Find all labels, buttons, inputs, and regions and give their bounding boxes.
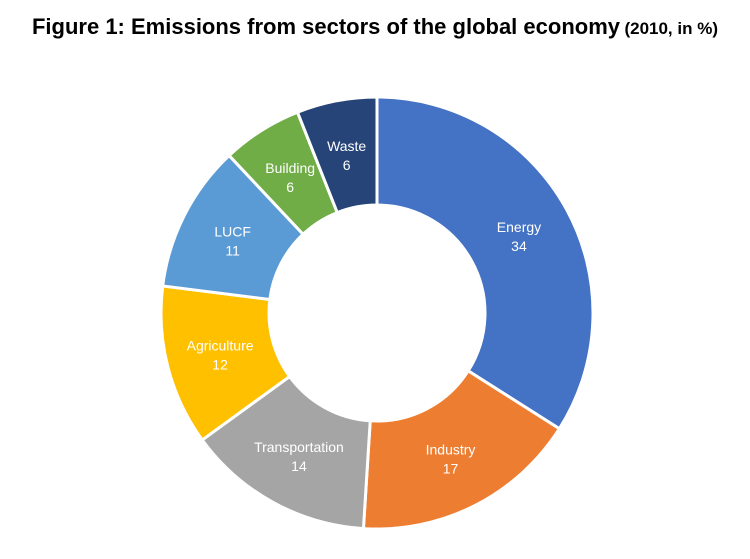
donut-slices [159,95,595,531]
slice-value-transportation: 14 [291,458,307,474]
slice-waste [295,95,379,215]
chart-subtitle: (2010, in %) [624,19,718,38]
slice-transportation [200,374,372,531]
slice-energy [375,95,595,431]
slice-label-agriculture: Agriculture [187,337,254,353]
slice-label-lucf: LUCF [214,223,251,239]
chart-title: Figure 1: Emissions from sectors of the … [31,14,620,39]
slice-value-energy: 34 [511,238,527,254]
slice-value-agriculture: 12 [212,356,228,372]
slice-value-lucf: 11 [225,242,240,258]
slice-label-industry: Industry [426,441,476,457]
donut-labels: Energy 34 Industry 17 Transportation 14 Agricu… [187,138,542,476]
slice-industry [361,368,562,531]
slice-label-transportation: Transportation [254,439,344,455]
slice-value-industry: 17 [443,460,459,476]
slice-label-waste: Waste [327,138,366,154]
slice-value-waste: 6 [343,157,351,173]
slice-label-building: Building [265,160,315,176]
chart-title-block: Figure 1: Emissions from sectors of the … [0,14,750,40]
slice-value-building: 6 [286,179,294,195]
slice-label-energy: Energy [497,219,541,235]
